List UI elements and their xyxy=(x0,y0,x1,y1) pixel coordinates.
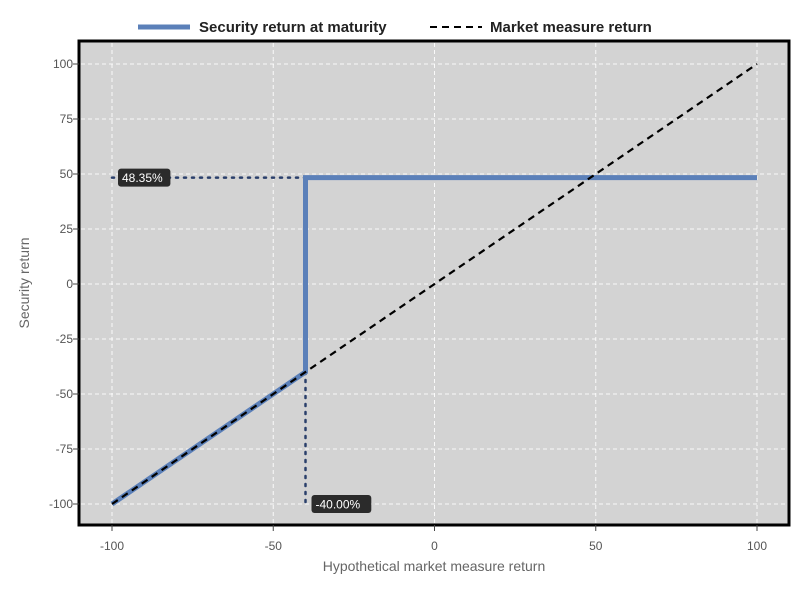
y-tick-label: -100 xyxy=(49,497,73,511)
y-tick-label: 0 xyxy=(66,277,73,291)
y-tick-label: 75 xyxy=(60,112,74,126)
y-tick-label: 50 xyxy=(60,167,74,181)
y-tick-label: -75 xyxy=(56,442,74,456)
series-lines xyxy=(110,63,758,507)
series-security-return-line xyxy=(110,175,757,507)
callout-label: 48.35% xyxy=(122,171,163,185)
legend: Security return at maturity Market measu… xyxy=(138,19,652,36)
callout-box xyxy=(118,168,171,187)
y-tick-label: -50 xyxy=(56,387,74,401)
x-tick-label: 50 xyxy=(589,539,603,553)
x-axis-title: Hypothetical market measure return xyxy=(323,558,546,574)
x-tick-label: 0 xyxy=(431,539,438,553)
x-tick-label: 100 xyxy=(747,539,767,553)
y-tick-label: 25 xyxy=(60,222,74,236)
callout-threshold-level: -40.00% xyxy=(311,495,372,513)
series-market-return-line xyxy=(111,63,758,505)
legend-label-security-return: Security return at maturity xyxy=(199,19,387,36)
callout-label: -40.00% xyxy=(316,498,361,512)
x-axis-ticks: -100 -50 0 50 100 xyxy=(100,525,767,553)
grid-lines xyxy=(81,43,787,523)
callout-cap-level: 48.35% xyxy=(118,168,171,187)
x-tick-label: -50 xyxy=(265,539,283,553)
x-tick-label: -100 xyxy=(100,539,124,553)
legend-label-market-return: Market measure return xyxy=(490,19,652,36)
y-axis-ticks: -100 -75 -50 -25 0 25 50 75 100 xyxy=(49,57,79,511)
y-axis-title: Security return xyxy=(16,237,32,328)
y-tick-label: 100 xyxy=(53,57,73,71)
y-tick-label: -25 xyxy=(56,332,74,346)
callouts: 48.35% -40.00% xyxy=(118,168,372,513)
callout-box xyxy=(311,495,372,513)
